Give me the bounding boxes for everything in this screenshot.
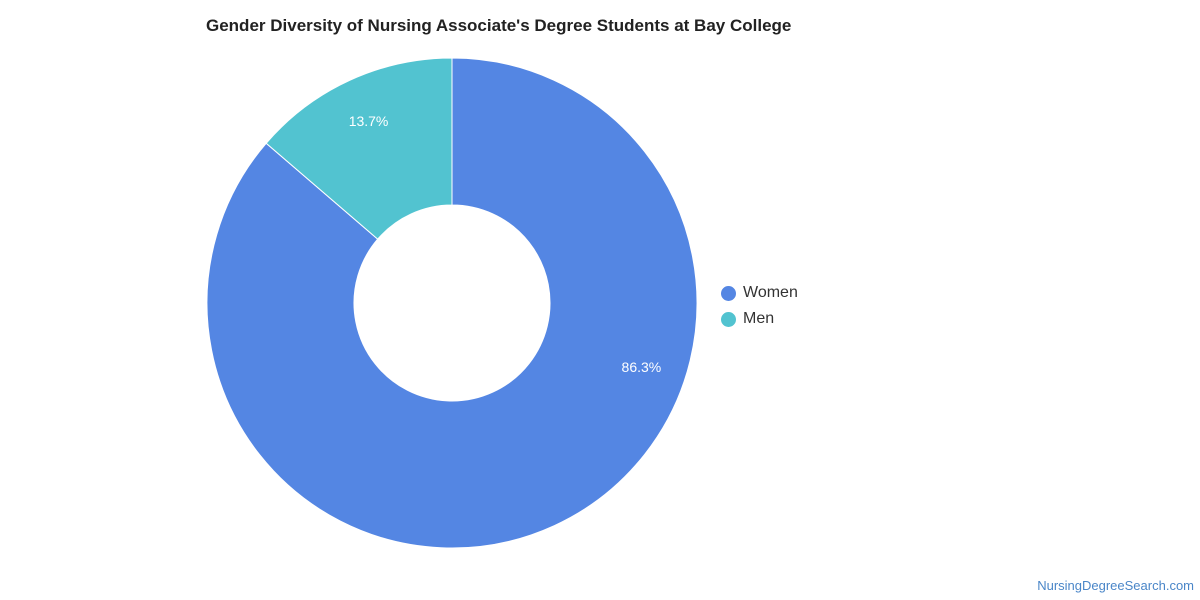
legend-label-women: Women: [743, 284, 798, 301]
slice-label-men: 13.7%: [349, 113, 389, 129]
legend-dot-women: [721, 285, 736, 301]
legend-label-men: Men: [743, 310, 775, 327]
slice-label-women: 86.3%: [622, 359, 662, 375]
legend-dot-men: [721, 311, 736, 327]
legend: Women Men: [721, 280, 798, 332]
slice-women[interactable]: [206, 57, 698, 549]
donut-slices: [206, 57, 698, 549]
legend-item-men[interactable]: Men: [721, 306, 798, 332]
slice-men[interactable]: [265, 57, 453, 240]
legend-item-women[interactable]: Women: [721, 280, 798, 306]
source-link[interactable]: NursingDegreeSearch.com: [1037, 578, 1194, 593]
donut-slice-labels: 86.3% 13.7%: [349, 113, 662, 375]
chart-title: Gender Diversity of Nursing Associate's …: [206, 16, 792, 35]
